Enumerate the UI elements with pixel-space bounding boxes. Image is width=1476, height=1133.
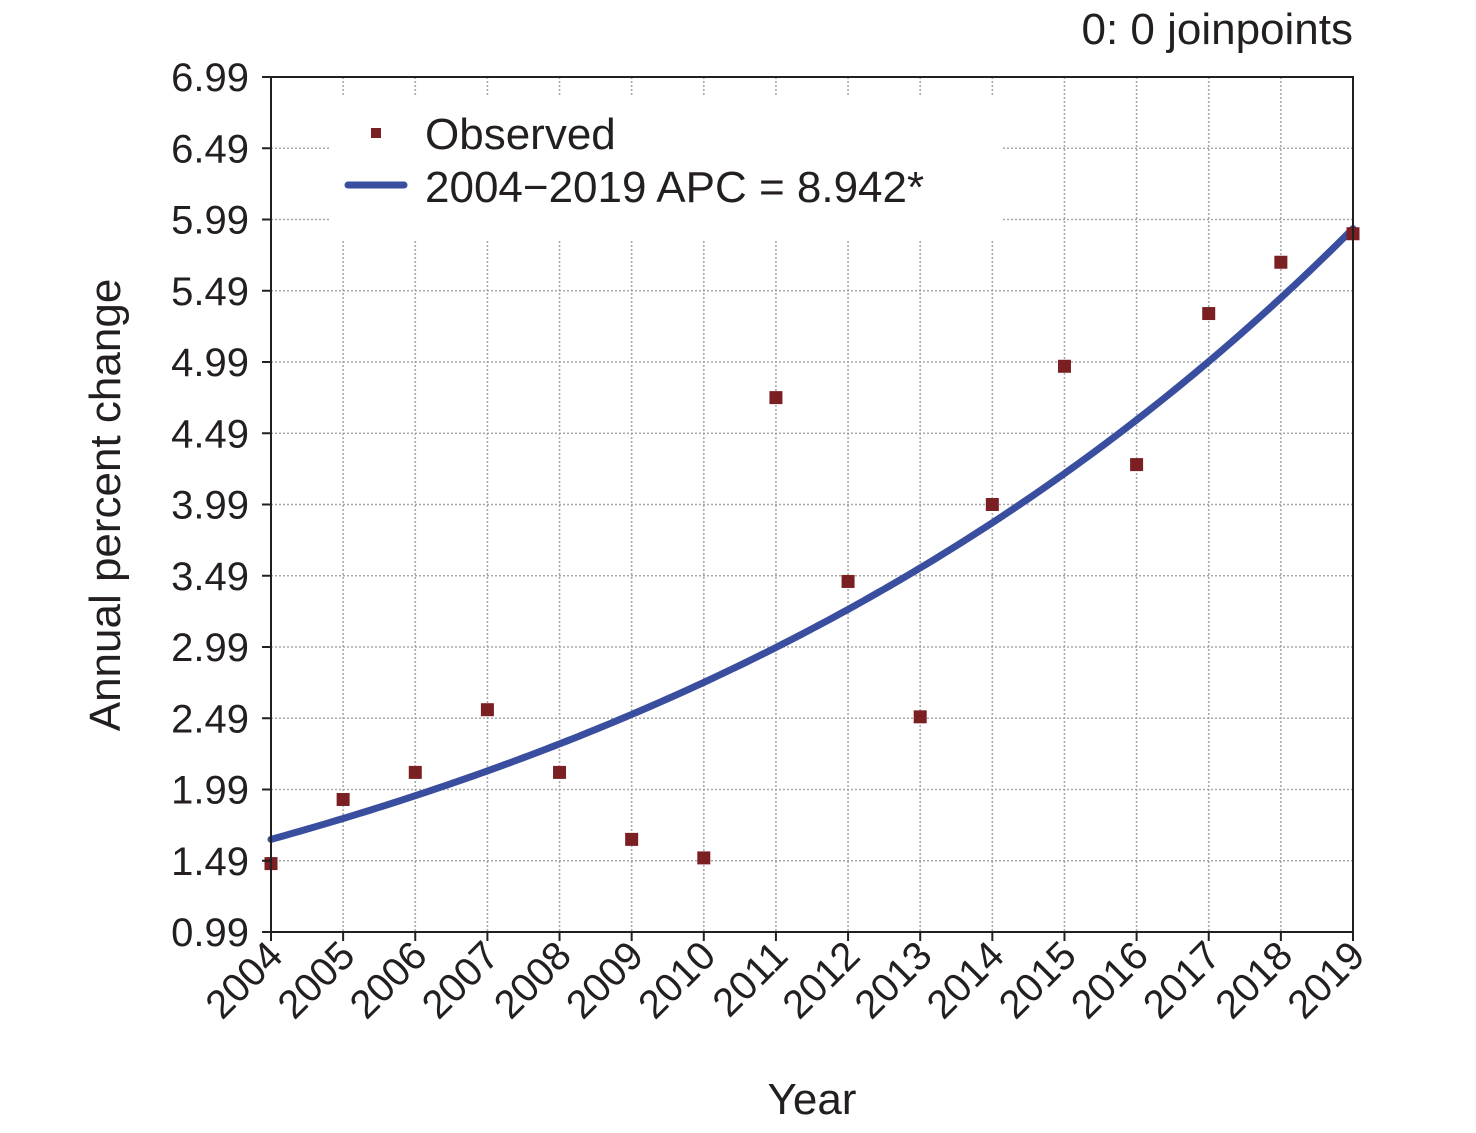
observed-point: [697, 851, 711, 865]
legend-observed-marker: [371, 128, 381, 138]
x-tick-label: 2010: [630, 933, 724, 1027]
x-tick-label: 2012: [774, 933, 868, 1027]
y-tick-label: 4.99: [171, 341, 249, 385]
observed-point: [336, 792, 350, 806]
observed-point: [480, 703, 494, 717]
x-tick-label: 2009: [558, 933, 652, 1027]
x-tick-label: 2017: [1135, 933, 1229, 1027]
x-tick-label: 2016: [1063, 933, 1157, 1027]
x-tick-label: 2011: [704, 933, 796, 1025]
x-tick-label: 2005: [269, 933, 363, 1027]
observed-points-layer: [264, 227, 1360, 871]
observed-point: [913, 710, 927, 724]
y-tick-label: 0.99: [171, 911, 249, 955]
y-tick-label: 3.49: [171, 555, 249, 599]
apc-fit-line: [267, 225, 1357, 843]
y-axis: 0.99 1.49 1.99 2.49 2.99 3.49 3.99 4.49 4.99 5.49…: [171, 56, 271, 955]
x-tick-label: 2018: [1207, 933, 1301, 1027]
observed-point: [625, 832, 639, 846]
observed-point: [769, 391, 783, 405]
observed-point: [985, 498, 999, 511]
y-tick-label: 4.49: [171, 412, 249, 456]
observed-point: [408, 765, 422, 779]
y-tick-label: 5.49: [171, 270, 249, 314]
y-tick-label: 6.49: [171, 127, 249, 171]
observed-point: [1202, 307, 1216, 321]
x-tick-label: 2007: [414, 933, 508, 1027]
y-axis-title: Annual percent change: [81, 279, 130, 732]
x-axis: 2004200520062007200820092010201120122013…: [197, 932, 1373, 1027]
y-tick-label: 5.99: [171, 199, 249, 243]
observed-point: [553, 765, 567, 779]
legend-observed-label: Observed: [425, 110, 616, 159]
x-tick-label: 2013: [847, 933, 941, 1027]
y-tick-label: 2.99: [171, 626, 249, 670]
observed-point: [841, 574, 855, 588]
y-tick-label: 3.99: [171, 484, 249, 528]
legend-fit-label: 2004−2019 APC = 8.942*: [425, 163, 924, 212]
x-tick-label: 2008: [486, 933, 580, 1027]
observed-point: [1274, 255, 1288, 269]
observed-point: [1057, 359, 1071, 373]
fit-line-layer: [267, 225, 1357, 843]
x-axis-title: Year: [768, 1075, 857, 1124]
chart-subtitle: 0: 0 joinpoints: [1081, 5, 1353, 54]
y-tick-label: 1.99: [171, 769, 249, 813]
legend-background: [330, 95, 1002, 241]
x-tick-label: 2014: [919, 933, 1013, 1027]
x-tick-label: 2006: [342, 933, 436, 1027]
observed-point: [1130, 458, 1144, 472]
y-tick-label: 6.99: [171, 56, 249, 100]
y-tick-label: 2.49: [171, 697, 249, 741]
legend-box: [330, 95, 1002, 241]
x-tick-label: 2015: [991, 933, 1085, 1027]
y-tick-label: 1.49: [171, 840, 249, 884]
legend: Observed 2004−2019 APC = 8.942*: [344, 110, 924, 212]
x-tick-label: 2019: [1279, 933, 1373, 1027]
